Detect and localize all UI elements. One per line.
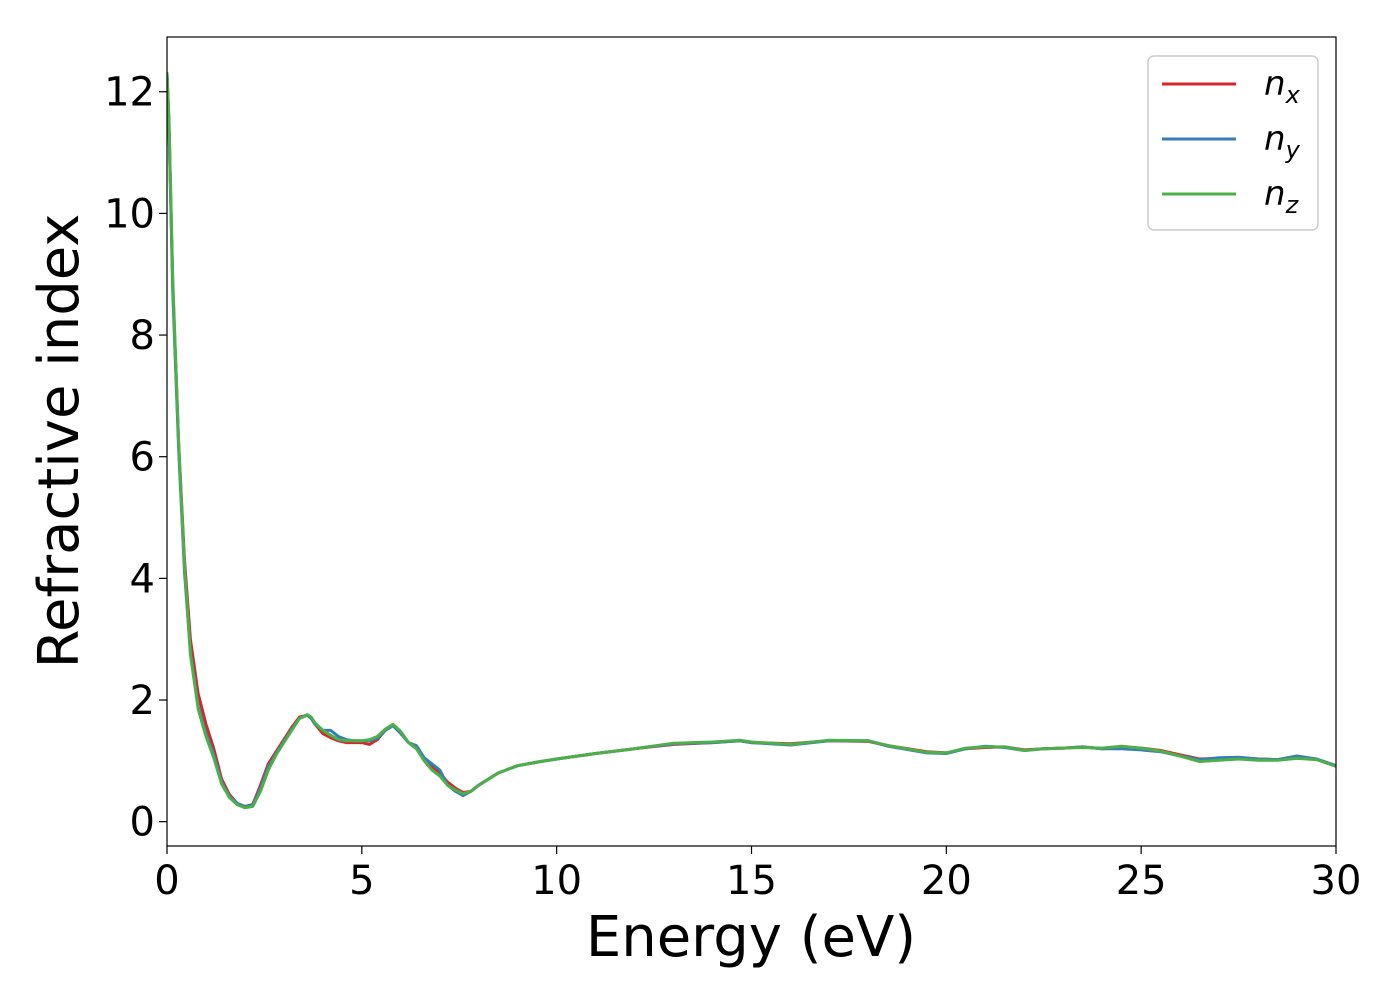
legend-label-z: nz <box>1264 174 1300 219</box>
x-tick-label: 20 <box>921 858 972 904</box>
y-axis: 0 2 4 6 8 10 12 <box>104 70 167 846</box>
legend: nx ny nz <box>1147 55 1319 231</box>
y-tick-label: 10 <box>104 191 155 237</box>
x-axis: 0 5 10 15 20 25 30 <box>154 846 1361 904</box>
series-layer <box>167 72 1336 810</box>
x-tick-label: 0 <box>154 858 179 904</box>
x-tick-label: 25 <box>1116 858 1167 904</box>
legend-frame <box>1147 55 1319 231</box>
y-tick-label: 2 <box>130 678 155 724</box>
y-tick-label: 0 <box>130 800 155 846</box>
x-tick-label: 30 <box>1311 858 1362 904</box>
x-tick-label: 5 <box>349 858 374 904</box>
x-axis-label: Energy (eV) <box>586 905 916 970</box>
y-tick-label: 12 <box>104 70 155 116</box>
legend-label-y: ny <box>1264 119 1301 164</box>
x-tick-label: 15 <box>726 858 777 904</box>
y-axis-label: Refractive index <box>27 214 92 669</box>
y-tick-label: 6 <box>130 435 155 481</box>
legend-label-x: nx <box>1264 64 1301 109</box>
y-tick-label: 4 <box>130 556 155 602</box>
series-line-z <box>167 72 1336 810</box>
x-tick-label: 10 <box>531 858 582 904</box>
y-tick-label: 8 <box>130 313 155 359</box>
